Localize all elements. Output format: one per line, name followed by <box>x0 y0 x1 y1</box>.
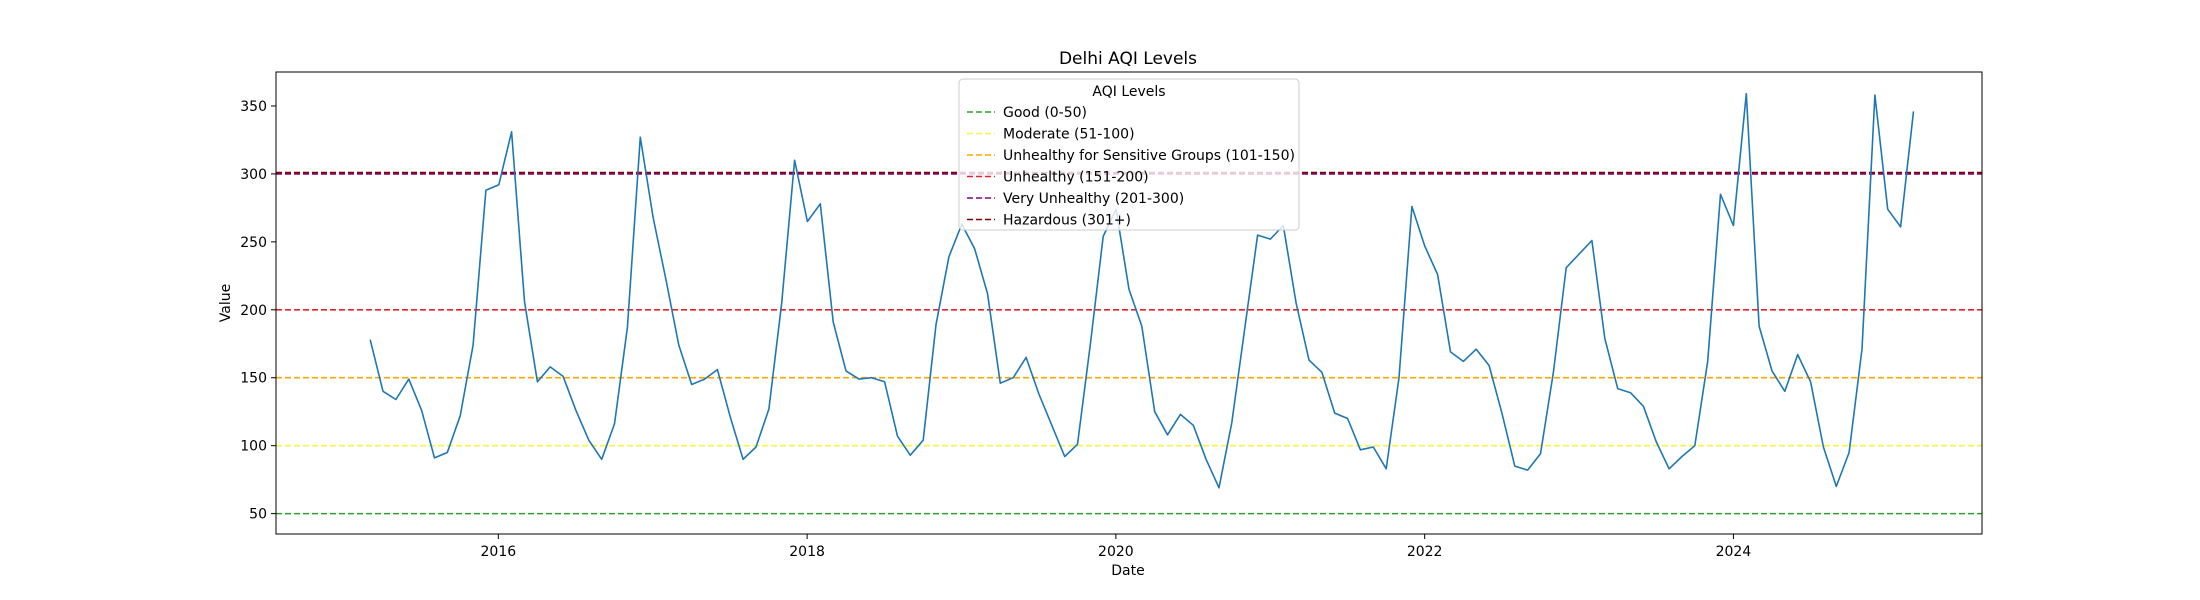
legend-label-4: Very Unhealthy (201-300) <box>1003 191 1184 207</box>
x-axis-label: Date <box>1111 563 1144 579</box>
legend-label-2: Unhealthy for Sensitive Groups (101-150) <box>1003 148 1295 164</box>
legend-label-5: Hazardous (301+) <box>1003 213 1131 229</box>
y-axis: 50 100 150 200 250 300 350 <box>240 99 276 523</box>
series-line-0 <box>369 92 1915 489</box>
x-tick-label: 2022 <box>1407 544 1443 560</box>
legend-box <box>958 78 1300 231</box>
y-tick-label: 300 <box>240 167 267 183</box>
legend: AQI Levels Good (0-50) Moderate (51-100) U… <box>958 78 1300 231</box>
x-tick-label: 2016 <box>481 544 517 560</box>
y-tick-label: 50 <box>249 507 267 523</box>
chart-title: Delhi AQI Levels <box>1059 49 1197 69</box>
legend-title: AQI Levels <box>1092 84 1165 100</box>
y-tick-label: 350 <box>240 99 267 115</box>
plot-frame <box>275 71 1983 535</box>
series-layer <box>369 92 1915 489</box>
y-tick-label: 200 <box>240 303 267 319</box>
legend-label-3: Unhealthy (151-200) <box>1003 170 1149 186</box>
y-axis-label: Value <box>218 284 234 322</box>
reference-lines <box>276 171 1982 515</box>
legend-label-1: Moderate (51-100) <box>1003 127 1135 143</box>
y-tick-label: 250 <box>240 235 267 251</box>
x-tick-label: 2018 <box>789 544 825 560</box>
x-tick-label: 2024 <box>1716 544 1752 560</box>
legend-label-0: Good (0-50) <box>1003 105 1087 121</box>
x-tick-label: 2020 <box>1098 544 1134 560</box>
y-tick-label: 100 <box>240 439 267 455</box>
x-axis: 2016 2018 2020 2022 2024 <box>481 534 1752 560</box>
legend-items: Good (0-50) Moderate (51-100) Unhealthy fo… <box>967 105 1295 229</box>
y-tick-label: 150 <box>240 371 267 387</box>
